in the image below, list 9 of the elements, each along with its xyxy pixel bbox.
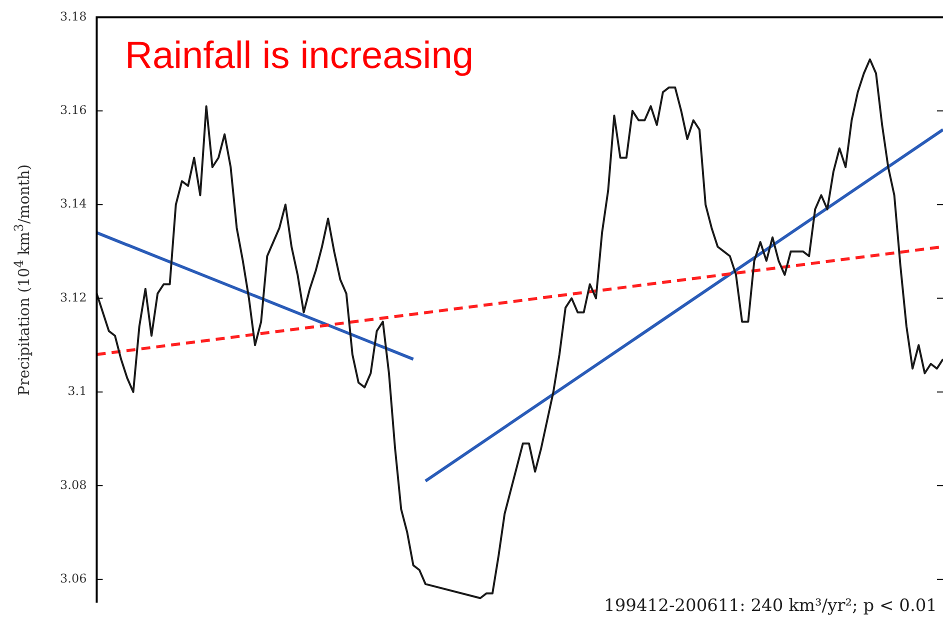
annotation: Rainfall is increasing	[125, 35, 474, 78]
y-tick-label: 3.12	[60, 290, 87, 304]
y-tick-label: 3.08	[60, 478, 87, 492]
y-tick-label: 3.18	[60, 9, 87, 24]
y-tick-label: 3.14	[60, 196, 88, 211]
annotation: 199412-200611: 240 km³/yr²; p < 0.01	[604, 596, 937, 616]
y-tick-label: 3.1	[68, 384, 87, 398]
y-tick-label: 3.16	[60, 103, 87, 118]
y-tick-label: 3.06	[60, 572, 87, 586]
